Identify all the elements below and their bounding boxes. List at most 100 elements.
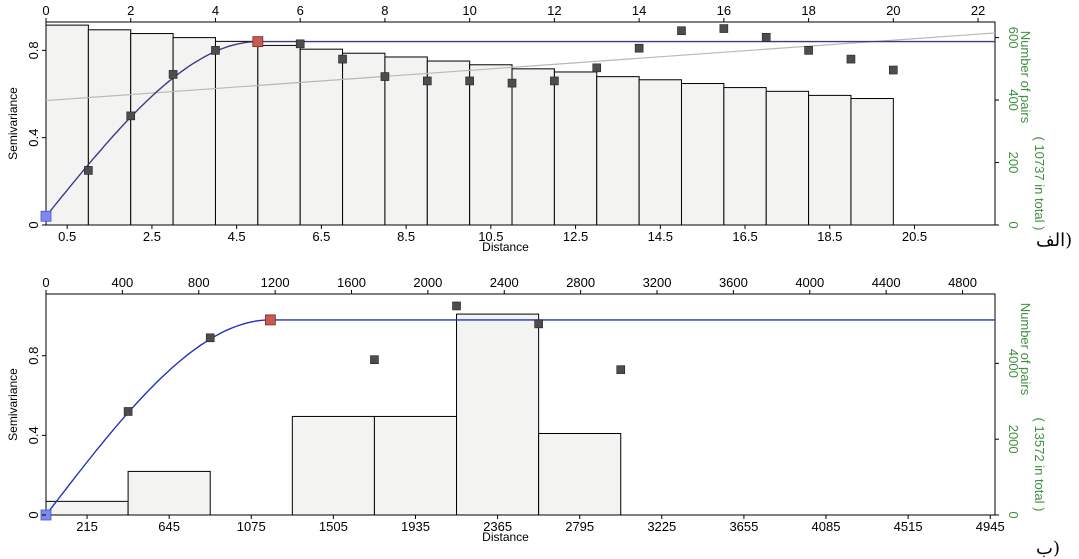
y2-tick-label-a-2: 400	[1006, 89, 1021, 111]
semivariance-point-b-0	[123, 407, 133, 416]
pairs-bar-a-18	[808, 94, 852, 226]
pairs-bar-a-1	[87, 29, 132, 226]
x-top-tick-label-b-2: 800	[188, 275, 210, 290]
pairs-bar-a-17	[765, 90, 810, 226]
semivariance-point-a-2	[168, 70, 178, 79]
y-tick-label-b-2: 0.8	[26, 347, 41, 365]
semivariance-point-a-11	[592, 63, 602, 73]
semivariance-point-a-8	[465, 76, 474, 86]
x-bottom-tick-label-b-2: 1075	[237, 519, 266, 534]
pairs-bar-a-10	[469, 64, 513, 226]
x-top-tick-label-a-3: 6	[297, 3, 304, 18]
x-bottom-tick-label-a-0: 0.5	[58, 229, 76, 244]
y-tick-label-b-1: 0.4	[26, 426, 41, 444]
semivariance-point-a-3	[211, 46, 220, 55]
x-bottom-tick-label-b-7: 3225	[647, 519, 676, 534]
x-top-tick-label-a-11: 22	[971, 3, 985, 18]
x-bottom-tick-label-b-1: 645	[158, 519, 180, 534]
y-tick-label-b-0: 0	[26, 511, 41, 518]
x-bottom-tick-label-b-11: 4945	[976, 519, 1005, 534]
x-bottom-tick-label-b-9: 4085	[812, 519, 841, 534]
x-top-tick-label-a-8: 16	[717, 3, 731, 18]
panel-a-label: الف)	[1036, 230, 1073, 251]
x-top-tick-label-b-9: 3600	[719, 275, 748, 290]
pairs-bar-a-0	[45, 24, 89, 226]
y-tick-label-a-2: 0.8	[26, 41, 41, 59]
x-top-tick-label-a-7: 14	[632, 3, 646, 18]
pairs-bar-a-6	[299, 48, 344, 226]
pairs-bar-b-1	[127, 470, 211, 516]
pairs-bar-a-19	[850, 98, 894, 226]
y-axis-label-b: Semivariance	[6, 368, 20, 441]
x-top-tick-label-a-2: 4	[212, 3, 219, 18]
x-top-tick-label-b-3: 1200	[261, 275, 290, 290]
semivariance-point-a-15	[761, 32, 771, 42]
semivariance-point-a-13	[677, 26, 686, 36]
semivariance-point-a-9	[507, 78, 517, 88]
x-bottom-tick-label-a-6: 12.5	[563, 229, 588, 244]
model-curve-a	[45, 40, 995, 217]
pairs-bar-a-9	[426, 60, 471, 226]
x-top-tick-label-b-11: 4400	[872, 275, 901, 290]
pairs-bar-a-2	[130, 33, 174, 226]
x-top-tick-label-a-9: 18	[801, 3, 815, 18]
pairs-bar-b-5	[456, 313, 540, 516]
x-bottom-tick-label-a-3: 6.5	[312, 229, 330, 244]
y2-axis-label-a: Number of pairs	[1018, 31, 1033, 124]
y-tick-label-a-1: 0.4	[26, 129, 41, 147]
pairs-bar-b-0	[45, 500, 129, 516]
y2-tick-label-a-3: 600	[1006, 27, 1021, 49]
semivariance-point-a-1	[126, 111, 136, 121]
semivariance-point-b-4	[534, 319, 543, 329]
x-bottom-tick-label-a-4: 8.5	[397, 229, 415, 244]
semivariance-point-a-10	[550, 76, 559, 86]
y2-total-note-a: ( 10737 in total )	[1032, 137, 1047, 231]
x-bottom-tick-label-b-10: 4515	[894, 519, 923, 534]
y-axis-label-a: Semivariance	[6, 87, 20, 160]
x-axis-label-b: Distance	[482, 530, 529, 544]
x-bottom-tick-label-a-10: 20.5	[902, 229, 927, 244]
y-tick-label-a-0: 0	[26, 221, 41, 228]
pairs-bar-a-3	[172, 37, 216, 226]
y2-tick-label-a-1: 200	[1006, 152, 1021, 174]
pairs-bar-a-4	[214, 40, 259, 226]
panel-b-label: ب)	[1036, 538, 1060, 559]
pairs-bar-a-15	[680, 83, 725, 226]
x-bottom-tick-label-b-5: 2365	[483, 519, 512, 534]
y2-tick-label-b-2: 4000	[1006, 349, 1021, 378]
x-top-tick-label-a-6: 12	[547, 3, 561, 18]
x-top-tick-label-a-1: 2	[127, 3, 134, 18]
x-top-tick-label-b-5: 2000	[413, 275, 442, 290]
semivariance-point-a-16	[804, 46, 813, 55]
pairs-bar-b-3	[291, 415, 375, 516]
y2-tick-label-b-1: 2000	[1006, 425, 1021, 454]
x-bottom-tick-label-b-3: 1505	[319, 519, 348, 534]
x-bottom-tick-label-a-1: 2.5	[143, 229, 161, 244]
range-point-b	[264, 314, 276, 326]
x-bottom-tick-label-a-8: 16.5	[732, 229, 757, 244]
semivariance-point-a-17	[846, 54, 856, 64]
semivariance-point-a-7	[422, 76, 432, 86]
x-axis-label-a: Distance	[482, 240, 529, 254]
range-point-a	[252, 36, 264, 48]
y2-tick-label-a-0: 0	[1006, 221, 1021, 228]
model-curve-b	[45, 319, 995, 516]
nugget-point-a	[40, 210, 52, 222]
pairs-bar-b-4	[373, 415, 458, 516]
pairs-bar-a-7	[342, 52, 386, 226]
x-top-tick-label-b-0: 0	[42, 275, 49, 290]
x-top-tick-label-a-4: 8	[381, 3, 388, 18]
x-bottom-tick-label-b-6: 2795	[565, 519, 594, 534]
pairs-bar-a-11	[511, 68, 555, 226]
x-top-tick-label-b-4: 1600	[337, 275, 366, 290]
x-bottom-tick-label-a-9: 18.5	[817, 229, 842, 244]
x-bottom-tick-label-b-0: 215	[76, 519, 98, 534]
pairs-bar-b-6	[538, 432, 622, 516]
trend-line-a	[45, 32, 996, 102]
semivariance-point-b-5	[616, 365, 626, 374]
x-top-tick-label-a-0: 0	[42, 3, 49, 18]
y2-tick-label-b-0: 0	[1006, 511, 1021, 518]
x-top-tick-label-b-12: 4800	[948, 275, 977, 290]
x-top-tick-label-b-8: 3200	[643, 275, 672, 290]
pairs-bar-a-13	[596, 76, 640, 226]
